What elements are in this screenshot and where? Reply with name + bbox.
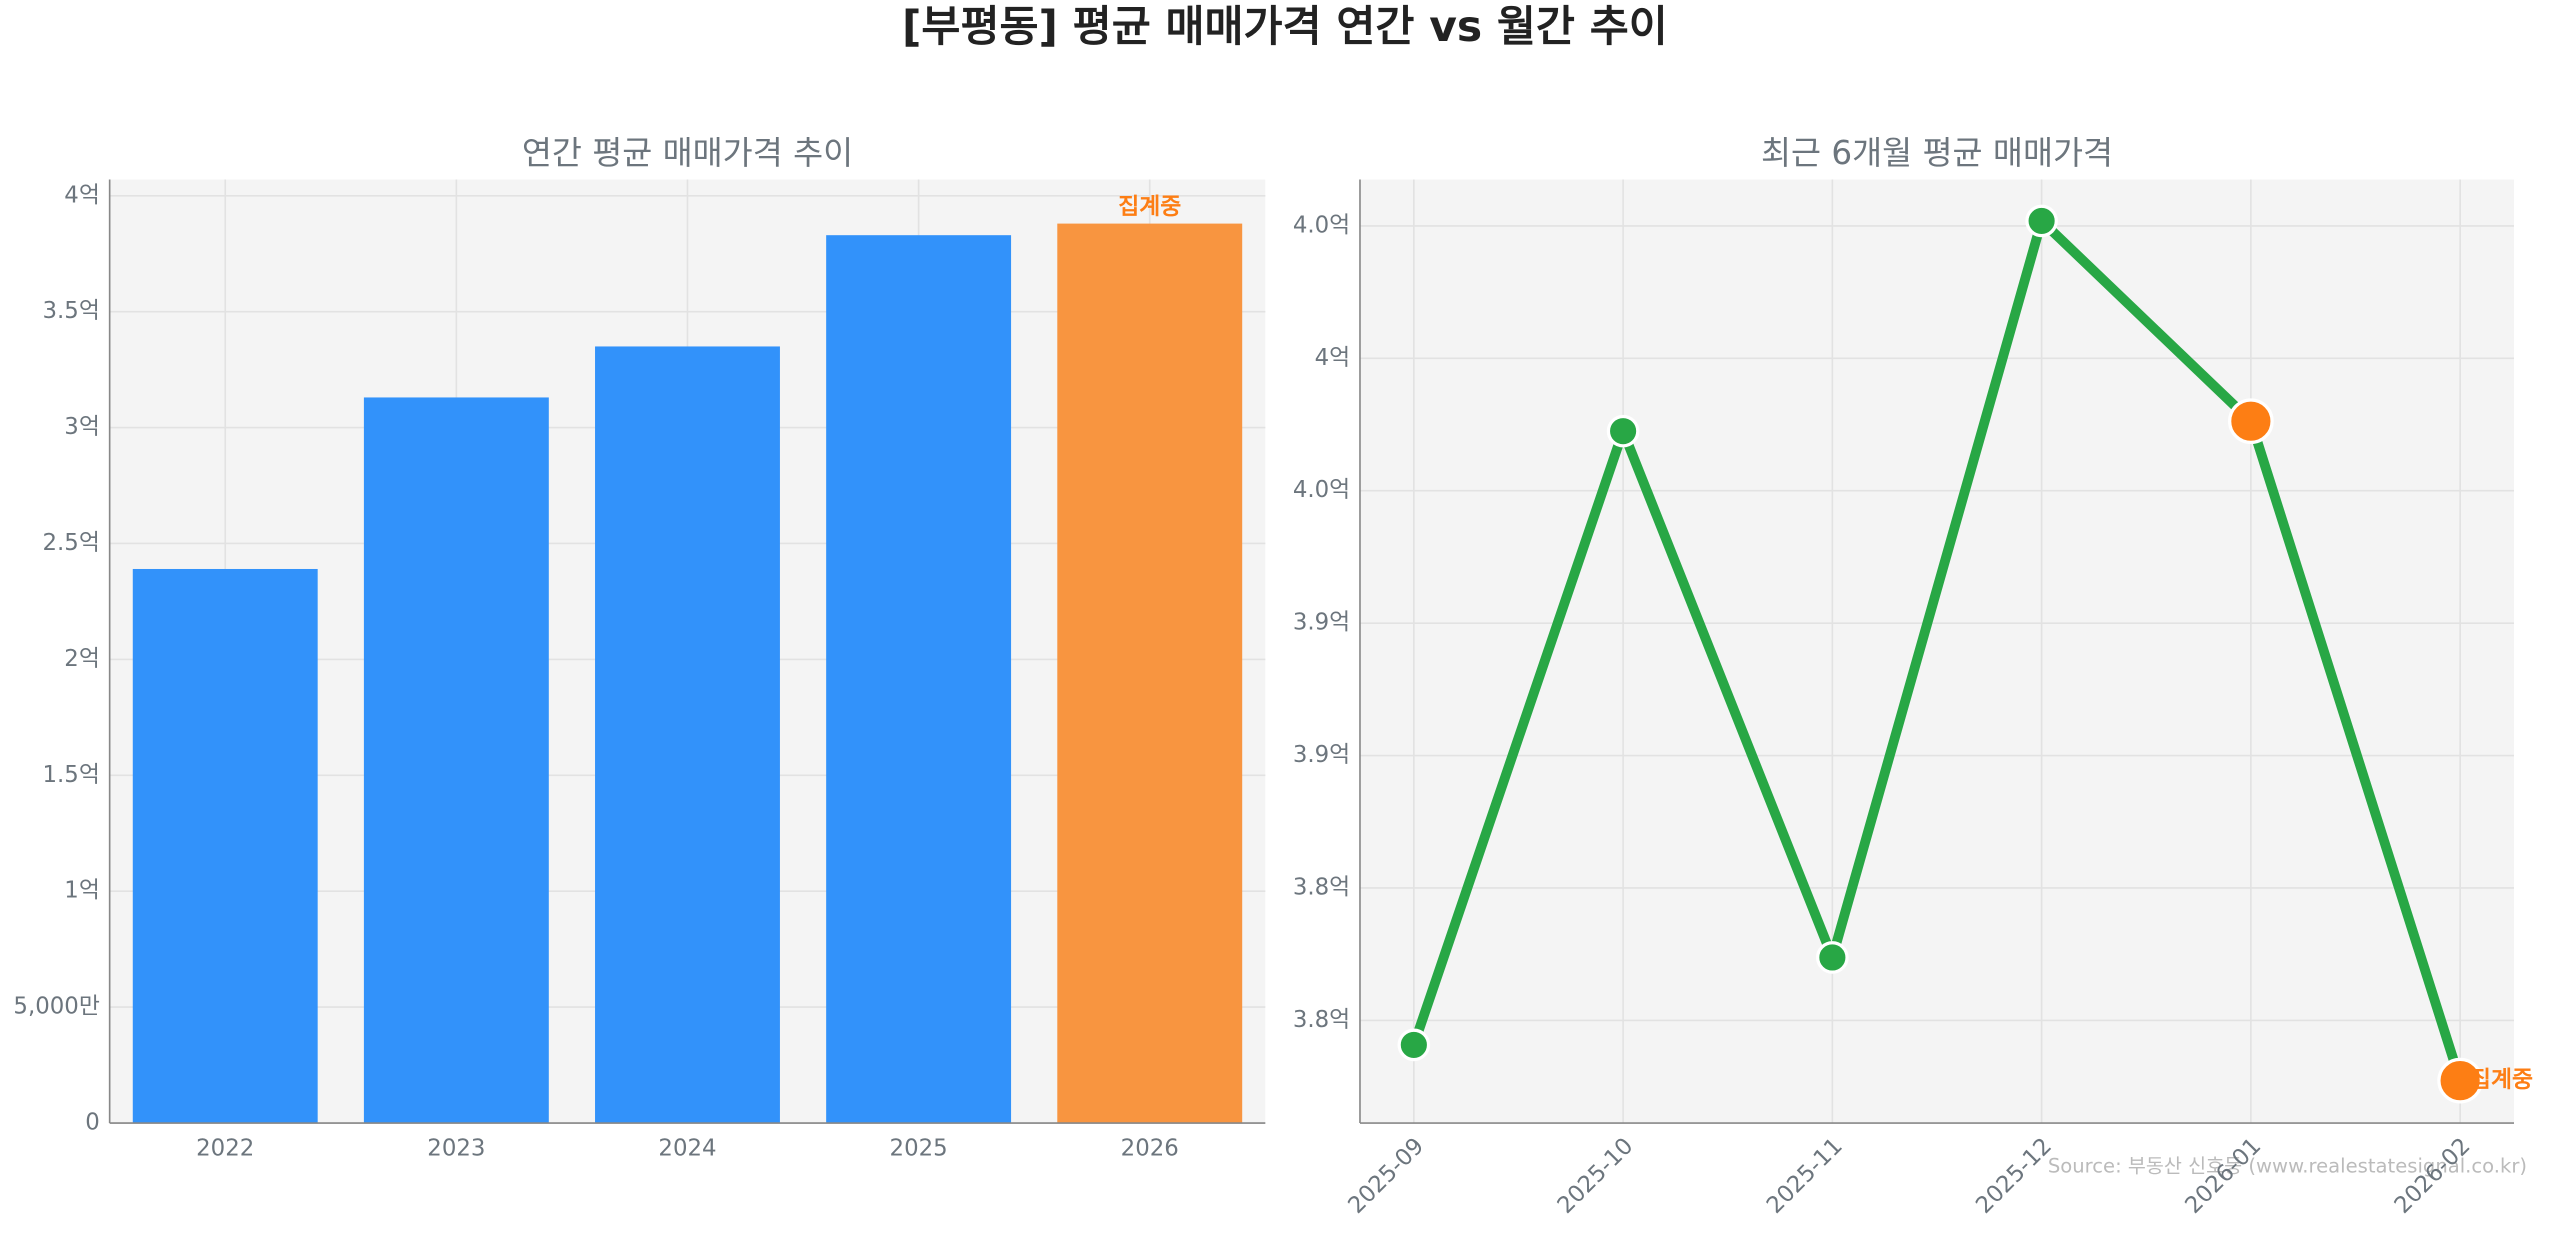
y-tick-label: 4.0억 <box>1293 477 1350 503</box>
y-tick-label: 3.8억 <box>1293 1007 1350 1033</box>
x-tick-label: 2025-12 <box>1971 1133 2057 1219</box>
chart-title: 최근 6개월 평균 매매가격 <box>1761 134 2113 172</box>
bar <box>595 346 780 1124</box>
y-tick-label: 4.0억 <box>1293 212 1350 238</box>
y-tick-label: 3.9억 <box>1293 742 1350 768</box>
source: Source: 부동산 신호등 (www.realestatesignal.co… <box>2048 1155 2527 1178</box>
y-tick-label: 0 <box>85 1110 100 1136</box>
y-tick-label: 3억 <box>64 414 100 440</box>
point <box>1606 414 1640 448</box>
line <box>1409 216 2465 1083</box>
x-tick-label: 2026 <box>1121 1136 1179 1162</box>
point <box>2437 1057 2483 1104</box>
y-tick-label: 4억 <box>1315 345 1351 371</box>
bar <box>363 397 549 1124</box>
y-tick-label: 1억 <box>64 878 100 904</box>
bar <box>826 235 1012 1124</box>
x-tick-label: 2022 <box>196 1136 254 1162</box>
plot-area <box>1359 179 2514 1124</box>
bar <box>132 568 318 1124</box>
y-tick-label: 1.5억 <box>43 762 100 788</box>
x-tick-label: 2025-09 <box>1343 1133 1429 1219</box>
annotation: 집계중 <box>2470 1067 2533 1093</box>
bar <box>1057 223 1243 1124</box>
page-title: [부평동] 평균 매매가격 연간 vs 월간 추이 <box>902 3 1668 52</box>
y-tick-label: 3.9억 <box>1293 610 1350 636</box>
point <box>1816 941 1849 974</box>
y-tick-label: 5,000만 <box>13 994 99 1020</box>
x-tick-label: 2024 <box>658 1136 716 1162</box>
x-tick-label: 2025-10 <box>1553 1133 1639 1219</box>
y-tick-label: 2억 <box>64 646 100 672</box>
x-tick-label: 2025 <box>890 1136 948 1162</box>
x-tick-label: 2025-11 <box>1762 1133 1848 1219</box>
point <box>2228 398 2274 445</box>
y-tick-label: 4억 <box>64 182 100 208</box>
annotation: 집계중 <box>1118 194 1181 220</box>
point <box>1397 1028 1431 1062</box>
point <box>2025 204 2058 238</box>
y-tick-label: 3.8억 <box>1293 874 1350 900</box>
y-tick-label: 3.5억 <box>43 298 100 324</box>
chart-title: 연간 평균 매매가격 추이 <box>522 134 853 172</box>
x-tick-label: 2023 <box>427 1136 485 1162</box>
y-tick-label: 2.5억 <box>43 530 100 556</box>
